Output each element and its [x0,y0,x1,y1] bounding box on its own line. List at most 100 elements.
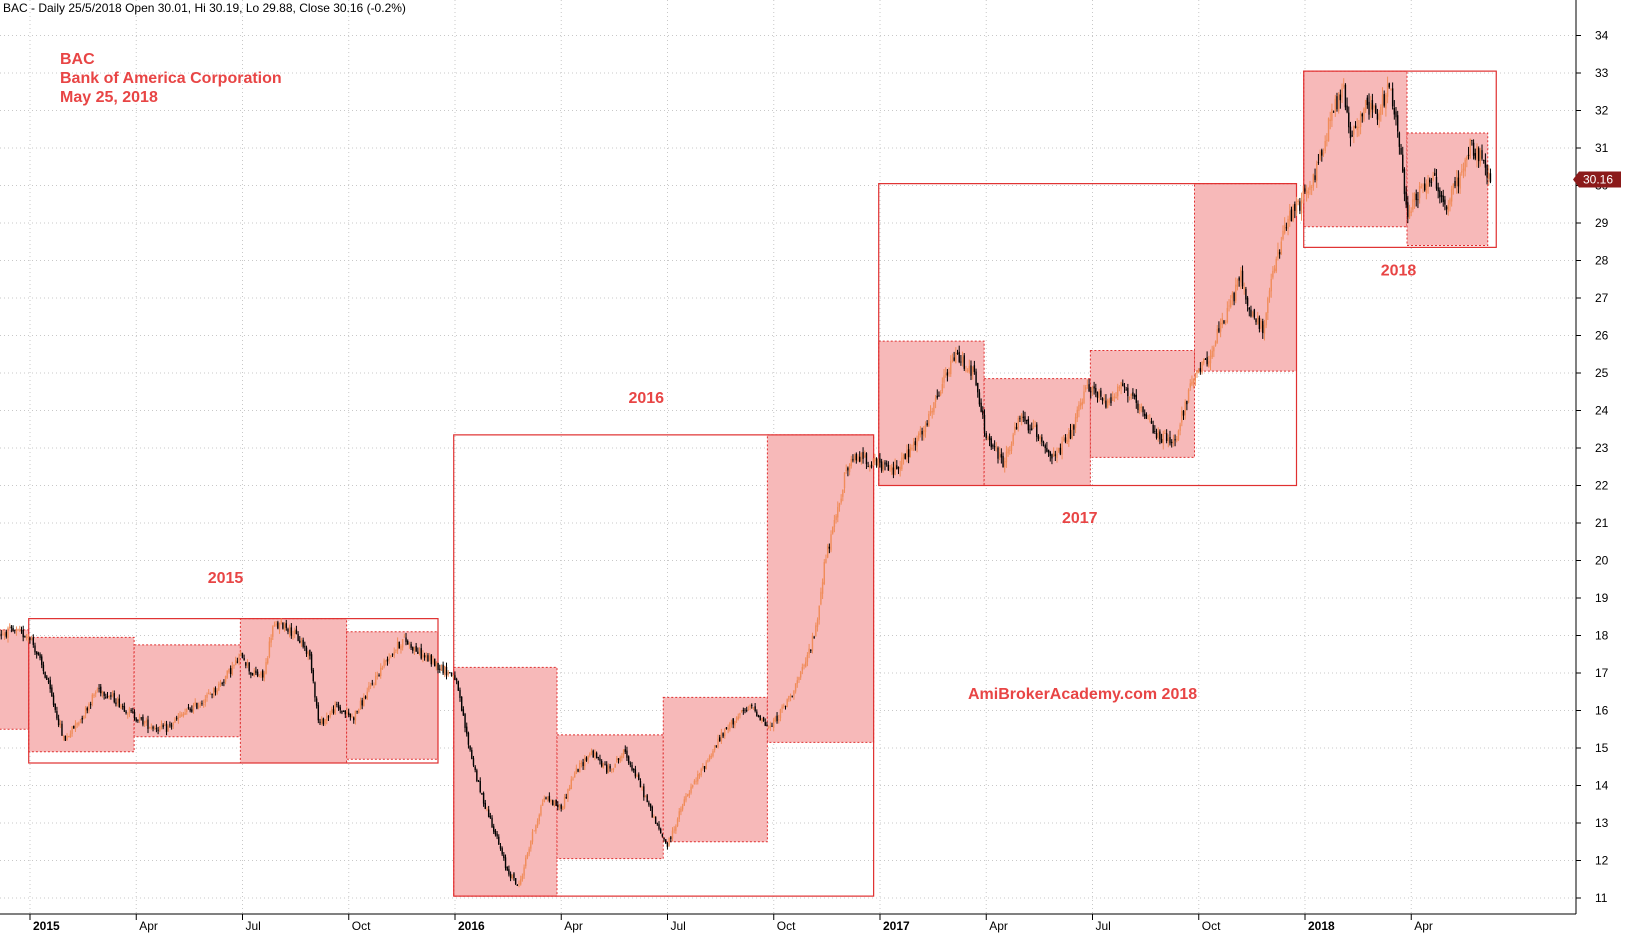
candle-body [318,705,319,720]
candle-body [503,855,504,858]
candle-body [1459,174,1460,188]
candle-body [1026,420,1027,421]
candle-body [1200,368,1201,371]
candle-body [781,707,782,709]
candle-body [1161,439,1162,443]
candle-body [1024,416,1025,421]
candle-body [410,644,411,648]
candle-body [486,809,487,810]
candle-body [520,879,521,884]
candle-body [1159,432,1160,440]
candle-body [864,455,865,457]
candle-body [176,718,177,719]
candle-body [11,626,12,628]
candle-body [1424,183,1425,190]
candle-body [299,641,300,643]
candle-body [1117,386,1118,396]
candle-body [1021,414,1022,419]
candle-body [652,807,653,818]
candle-body [1274,269,1275,272]
candle-body [409,643,410,644]
candle-body [225,676,226,682]
candle-body [28,637,29,638]
candle-body [444,666,445,675]
candle-body [792,696,793,697]
candle-body [491,818,492,827]
candle-body [1370,103,1371,112]
candle-body [586,757,587,760]
candle-body [481,793,482,794]
candle-body [343,711,344,712]
candle-body [1105,401,1106,408]
candle-body [1475,153,1476,159]
candle-body [999,452,1000,457]
candle-body [544,798,545,802]
candle-body [604,764,605,765]
candle-body [171,726,172,727]
candle-body [1436,177,1437,189]
y-tick-label: 27 [1595,291,1609,305]
x-tick-label: 2016 [458,919,485,933]
candle-body [1058,448,1059,451]
candle-body [141,718,142,719]
candle-body [1014,426,1015,432]
candle-body [361,700,362,705]
candle-body [407,641,408,645]
candle-body [1252,312,1253,316]
candle-body [991,438,992,447]
candle-body [1255,319,1256,322]
quarter-range-box [29,637,134,751]
candle-body [264,672,265,678]
candle-body [1217,329,1218,343]
candle-body [1174,439,1175,440]
candle-body [709,756,710,760]
candle-body [356,711,357,712]
candle-body [1115,397,1116,398]
candle-body [518,883,519,884]
candle-body [1456,177,1457,186]
candle-body [1483,160,1484,161]
candle-body [726,727,727,729]
candle-body [44,672,45,678]
candle-body [380,668,381,676]
candle-body [898,467,899,468]
y-tick-label: 33 [1595,66,1609,80]
candle-body [739,713,740,715]
candle-body [889,468,890,469]
candle-body [626,751,627,758]
candle-body [721,733,722,742]
candle-body [1328,118,1329,141]
candle-body [115,702,116,704]
candle-body [1262,321,1263,333]
candle-body [309,650,310,656]
candle-body [1036,425,1037,437]
candle-body [628,756,629,763]
candle-body [645,797,646,798]
candle-body [631,765,632,770]
candle-body [437,663,438,670]
candle-body [421,648,422,658]
candle-body [874,458,875,461]
candle-body [879,458,880,462]
candle-body [1092,387,1093,392]
candle-body [1318,162,1319,163]
candle-body [377,675,378,676]
candle-body [1132,392,1133,395]
candle-body [1006,452,1007,463]
candle-body [496,834,497,837]
candle-body [1183,411,1184,416]
candle-body [754,706,755,711]
candle-body [267,658,268,663]
candle-body [800,672,801,678]
candle-body [1043,442,1044,443]
candle-body [537,821,538,826]
candle-body [916,438,917,446]
quarter-range-box [1195,184,1297,372]
candle-body [829,547,830,549]
candle-body [82,718,83,719]
candle-body [797,680,798,683]
candle-body [641,787,642,788]
candle-body [943,375,944,382]
candle-body [51,687,52,696]
candle-body [474,767,475,770]
